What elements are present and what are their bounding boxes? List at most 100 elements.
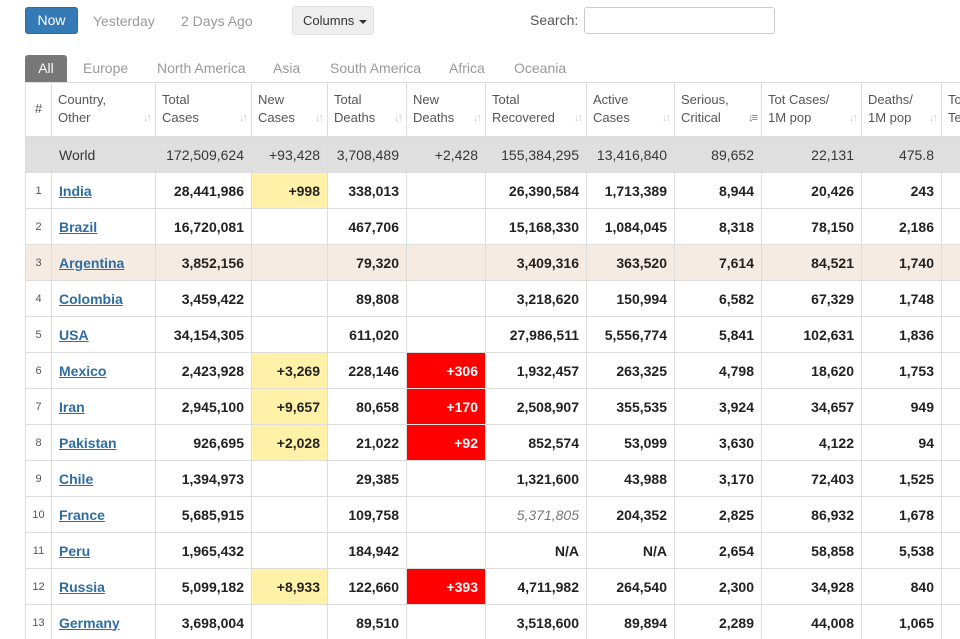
- country-link[interactable]: Colombia: [59, 290, 123, 307]
- header-new-deaths[interactable]: New Deaths ↓↑: [406, 82, 486, 138]
- country-cell: Brazil: [51, 208, 156, 245]
- total-deaths-cell: 89,510: [327, 604, 407, 639]
- extra-cell: 3: [941, 172, 960, 209]
- new-cases-cell: [251, 316, 328, 353]
- tab-all[interactable]: All: [25, 55, 67, 82]
- country-link[interactable]: Mexico: [59, 362, 107, 379]
- deaths-per-1m-cell: 949: [861, 388, 942, 425]
- new-deaths-cell: +306: [406, 352, 486, 389]
- tab-oceania[interactable]: Oceania: [514, 60, 567, 76]
- country-link[interactable]: India: [59, 182, 92, 199]
- total-cases-cell: 5,099,182: [155, 568, 252, 605]
- total-recovered-cell: 27,986,511: [485, 316, 587, 353]
- new-cases-cell: +998: [251, 172, 328, 209]
- country-link[interactable]: Pakistan: [59, 434, 117, 451]
- cases-per-1m-cell: 78,150: [761, 208, 862, 245]
- serious-critical-cell: 2,289: [674, 604, 762, 639]
- new-cases-cell: [251, 208, 328, 245]
- header-total-deaths[interactable]: Total Deaths ↓↑: [327, 82, 407, 138]
- new-deaths-cell: +2,428: [406, 136, 486, 173]
- active-cases-cell: N/A: [586, 532, 675, 569]
- header-total-recovered[interactable]: Total Recovered ↓↑: [485, 82, 587, 138]
- tab-africa[interactable]: Africa: [449, 60, 485, 76]
- new-deaths-cell: [406, 208, 486, 245]
- search-input[interactable]: [584, 7, 775, 34]
- table-row: 9 Chile 1,394,973 29,385 1,321,600 43,988 3,17…: [25, 460, 960, 497]
- sort-icon: ↓↑: [394, 111, 403, 124]
- total-recovered-cell: 1,321,600: [485, 460, 587, 497]
- country-cell: Mexico: [51, 352, 156, 389]
- total-deaths-cell: 611,020: [327, 316, 407, 353]
- total-recovered-cell: 852,574: [485, 424, 587, 461]
- header-rank[interactable]: #: [25, 82, 52, 138]
- total-deaths-cell: 89,808: [327, 280, 407, 317]
- country-link[interactable]: France: [59, 506, 105, 523]
- deaths-per-1m-cell: 1,065: [861, 604, 942, 639]
- new-cases-cell: [251, 244, 328, 281]
- country-cell: Peru: [51, 532, 156, 569]
- table-row: 2 Brazil 16,720,081 467,706 15,168,330 1,084,…: [25, 208, 960, 245]
- total-deaths-cell: 79,320: [327, 244, 407, 281]
- country-link[interactable]: Chile: [59, 470, 94, 487]
- total-recovered-cell: 5,371,805: [485, 496, 587, 533]
- header-extra[interactable]: ToTe: [941, 82, 960, 138]
- total-recovered-cell: 3,518,600: [485, 604, 587, 639]
- cases-per-1m-cell: 22,131: [761, 136, 862, 173]
- active-cases-cell: 355,535: [586, 388, 675, 425]
- active-cases-cell: 53,099: [586, 424, 675, 461]
- active-cases-cell: 263,325: [586, 352, 675, 389]
- country-link[interactable]: Russia: [59, 578, 105, 595]
- rank-cell: 11: [25, 532, 52, 569]
- rank-cell: 10: [25, 496, 52, 533]
- total-cases-cell: 3,852,156: [155, 244, 252, 281]
- yesterday-button[interactable]: Yesterday: [93, 13, 155, 29]
- tab-south-america[interactable]: South America: [330, 60, 422, 76]
- total-recovered-cell: 15,168,330: [485, 208, 587, 245]
- country-link[interactable]: Argentina: [59, 254, 125, 271]
- table-row: 13 Germany 3,698,004 89,510 3,518,600 89,894 2…: [25, 604, 960, 639]
- active-cases-cell: 150,994: [586, 280, 675, 317]
- toolbar: Now Yesterday 2 Days Ago Columns Search:: [0, 0, 960, 40]
- header-cases-per-1m[interactable]: Tot Cases/1M pop ↓↑: [761, 82, 862, 138]
- rank-cell: 4: [25, 280, 52, 317]
- header-deaths-per-1m[interactable]: Deaths/1M pop ↓↑: [861, 82, 942, 138]
- country-link[interactable]: Brazil: [59, 218, 98, 235]
- country-link[interactable]: Peru: [59, 542, 91, 559]
- new-deaths-cell: [406, 244, 486, 281]
- total-recovered-cell: 1,932,457: [485, 352, 587, 389]
- new-cases-cell: [251, 280, 328, 317]
- active-cases-cell: 43,988: [586, 460, 675, 497]
- header-serious-critical[interactable]: Serious, Critical ↓≡: [674, 82, 762, 138]
- tab-north-america[interactable]: North America: [157, 60, 246, 76]
- extra-cell: [941, 604, 960, 639]
- header-total-cases[interactable]: Total Cases ↓↑: [155, 82, 252, 138]
- active-cases-cell: 5,556,774: [586, 316, 675, 353]
- cases-per-1m-cell: 20,426: [761, 172, 862, 209]
- active-cases-cell: 1,084,045: [586, 208, 675, 245]
- country-link[interactable]: Iran: [59, 398, 85, 415]
- columns-label: Columns: [303, 13, 355, 28]
- deaths-per-1m-cell: 5,538: [861, 532, 942, 569]
- cases-per-1m-cell: 4,122: [761, 424, 862, 461]
- caret-down-icon: [359, 19, 368, 24]
- country-cell: India: [51, 172, 156, 209]
- serious-critical-cell: 89,652: [674, 136, 762, 173]
- region-tabs: All Europe North America Asia South Amer…: [25, 55, 960, 82]
- country-link[interactable]: USA: [59, 326, 89, 343]
- tab-asia[interactable]: Asia: [273, 60, 301, 76]
- country-link[interactable]: Germany: [59, 614, 120, 631]
- tab-europe[interactable]: Europe: [83, 60, 129, 76]
- table-row: 3 Argentina 3,852,156 79,320 3,409,316 363,52…: [25, 244, 960, 281]
- columns-dropdown-button[interactable]: Columns: [292, 6, 374, 35]
- header-active-cases[interactable]: Active Cases ↓↑: [586, 82, 675, 138]
- deaths-per-1m-cell: 1,740: [861, 244, 942, 281]
- header-new-cases[interactable]: New Cases ↓↑: [251, 82, 328, 138]
- extra-cell: 4: [941, 316, 960, 353]
- total-recovered-cell: 3,218,620: [485, 280, 587, 317]
- two-days-ago-button[interactable]: 2 Days Ago: [181, 13, 253, 29]
- header-country[interactable]: Country, Other ↓↑: [51, 82, 156, 138]
- now-button[interactable]: Now: [25, 7, 78, 34]
- total-deaths-cell: 3,708,489: [327, 136, 407, 173]
- total-cases-cell: 926,695: [155, 424, 252, 461]
- total-deaths-cell: 184,942: [327, 532, 407, 569]
